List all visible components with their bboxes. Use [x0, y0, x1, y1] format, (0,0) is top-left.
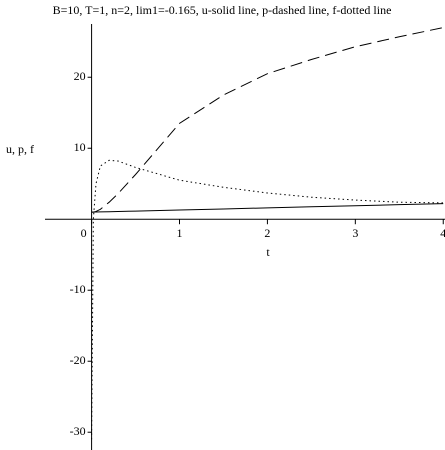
x-axis-label: t	[266, 245, 270, 259]
y-tick-label: 10	[74, 140, 86, 154]
y-tick-label: 20	[74, 69, 86, 83]
chart-title: B=10, T=1, n=2, lim1=-0.165, u-solid lin…	[53, 3, 392, 17]
x-tick-label: 3	[352, 226, 358, 240]
y-axis-label: u, p, f	[6, 142, 34, 156]
series-line	[91, 203, 444, 213]
x-tick-label: 0	[81, 226, 87, 240]
x-tick-label: 1	[177, 226, 183, 240]
y-tick-label: -20	[70, 353, 86, 367]
y-tick-label: -30	[70, 424, 86, 438]
series-line	[91, 159, 444, 440]
y-tick-label: -10	[70, 282, 86, 296]
x-tick-label: 2	[264, 226, 270, 240]
x-tick-label: 4	[440, 226, 445, 240]
series-line	[91, 27, 444, 213]
